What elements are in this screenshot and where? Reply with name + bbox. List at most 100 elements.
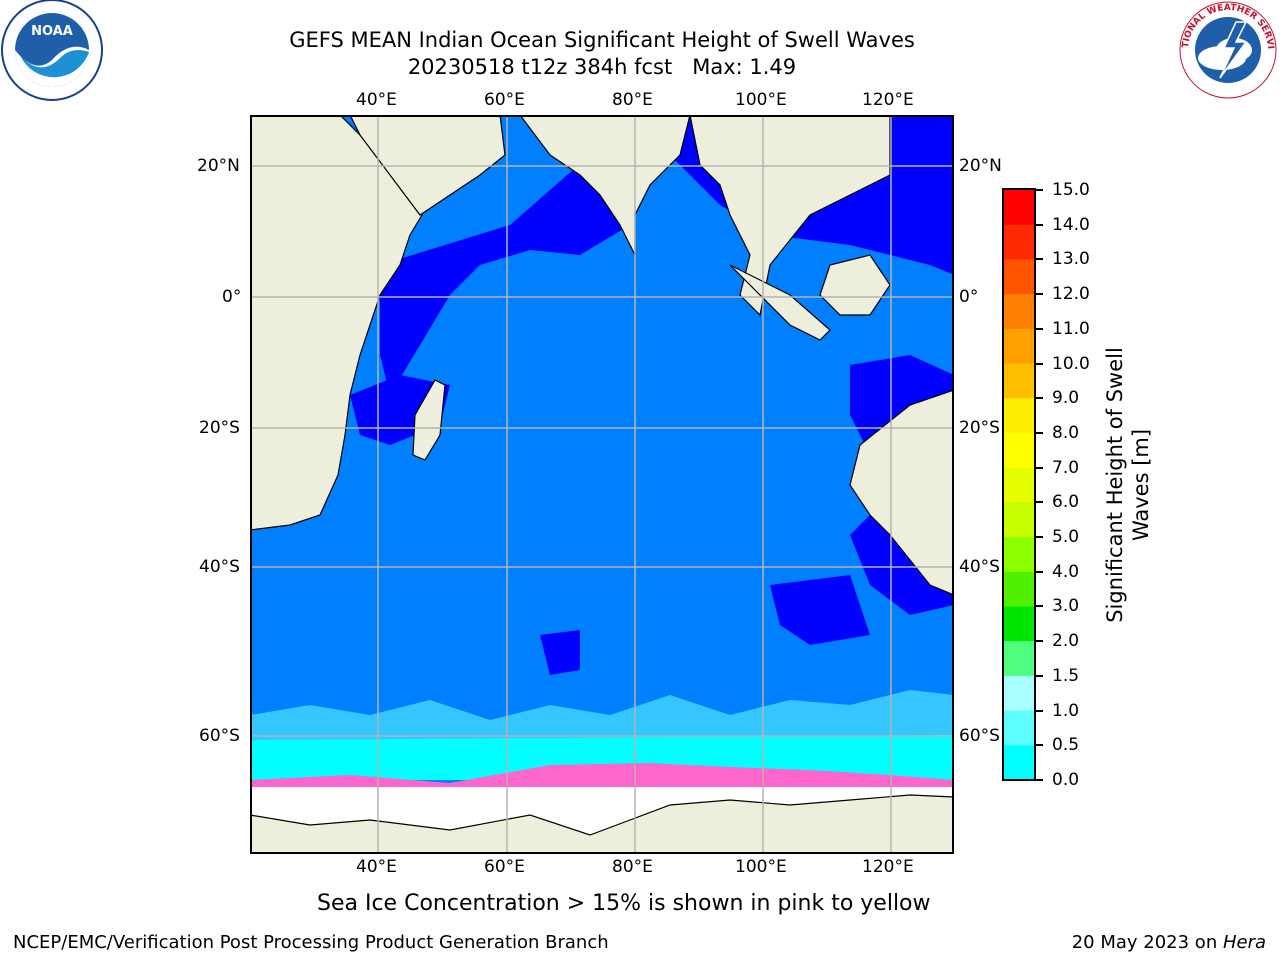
colorbar-tick-mark	[1036, 362, 1043, 365]
lat-tick-right: 0°	[959, 287, 979, 307]
colorbar-segment	[1004, 537, 1034, 573]
colorbar-tick-mark	[1036, 501, 1043, 504]
colorbar-tick-mark	[1036, 744, 1043, 747]
land-arabia	[349, 115, 506, 216]
colorbar-tick-label: 1.5	[1052, 665, 1080, 686]
colorbar-title-line1: Significant Height of Swell	[1103, 347, 1127, 623]
lon-tick-bottom: 60°E	[484, 857, 525, 877]
colorbar-segment	[1004, 294, 1034, 330]
lat-tick-left: 40°S	[199, 557, 240, 577]
colorbar-title-line2: Waves [m]	[1129, 428, 1153, 542]
colorbar-tick-label: 4.0	[1052, 561, 1080, 582]
lat-tick-right: 40°S	[959, 557, 1000, 577]
colorbar-tick-mark	[1036, 293, 1043, 296]
colorbar-segment	[1004, 432, 1034, 469]
lat-tick-left: 60°S	[199, 726, 240, 746]
colorbar-tick-label: 5.0	[1052, 527, 1080, 548]
lon-tick-top: 40°E	[356, 90, 397, 110]
footer-date: 20 May 2023 on Hera	[1072, 932, 1266, 954]
colorbar-segment	[1004, 502, 1034, 538]
lat-tick-left: 20°S	[199, 418, 240, 438]
colorbar-tick-mark	[1036, 570, 1043, 573]
sea-ice-note: Sea Ice Concentration > 15% is shown in …	[317, 891, 931, 916]
lon-tick-top: 80°E	[612, 90, 653, 110]
lon-tick-top: 120°E	[862, 90, 914, 110]
colorbar-tick-mark	[1036, 640, 1043, 643]
colorbar-segment	[1004, 606, 1034, 642]
colorbar-tick-label: 0.0	[1052, 770, 1080, 790]
colorbar-tick-mark	[1036, 189, 1043, 191]
low-swell-arabian	[380, 155, 630, 395]
colorbar-tick-label: 6.0	[1052, 492, 1080, 513]
colorbar-tick-mark	[1036, 258, 1043, 261]
colorbar-segment	[1004, 363, 1034, 399]
colorbar-tick-label: 15.0	[1052, 180, 1090, 200]
high-swell-band	[250, 735, 954, 780]
chart-title: GEFS MEAN Indian Ocean Significant Heigh…	[289, 28, 915, 52]
map-frame	[250, 115, 954, 854]
sea-ice-edge-pink	[250, 763, 954, 787]
colorbar-tick-label: 3.0	[1052, 596, 1080, 617]
colorbar-tick-label: 11.0	[1052, 318, 1090, 339]
colorbar-segment	[1004, 328, 1034, 365]
lon-tick-top: 100°E	[735, 90, 787, 110]
colorbar-tick-label: 13.0	[1052, 249, 1090, 270]
colorbar-tick-label: 9.0	[1052, 388, 1080, 409]
land-southeast-asia	[689, 115, 891, 317]
lat-tick-right: 20°S	[959, 418, 1000, 438]
nws-logo: NATIONAL WEATHER SERVICE	[1176, 0, 1277, 99]
colorbar-tick-mark	[1036, 431, 1043, 434]
colorbar-tick-label: 8.0	[1052, 422, 1080, 443]
lat-tick-left: 0°	[222, 287, 242, 307]
land-borneo	[819, 254, 891, 316]
lon-tick-bottom: 100°E	[735, 857, 787, 877]
colorbar-tick-label: 7.0	[1052, 457, 1080, 478]
colorbar-segment	[1004, 675, 1034, 712]
colorbar-segment	[1004, 190, 1034, 226]
colorbar-tick-label: 10.0	[1052, 353, 1090, 374]
colorbar-tick-mark	[1036, 397, 1043, 400]
lat-tick-left: 20°N	[197, 156, 240, 176]
colorbar-tick-mark	[1036, 466, 1043, 469]
colorbar-tick-mark	[1036, 327, 1043, 330]
colorbar-tick-label: 0.5	[1052, 735, 1080, 756]
land-sumatra	[729, 264, 831, 341]
colorbar-tick-label: 14.0	[1052, 214, 1090, 235]
land-madagascar	[412, 379, 446, 461]
colorbar-tick-mark	[1036, 605, 1043, 608]
lon-tick-bottom: 80°E	[612, 857, 653, 877]
colorbar-segment	[1004, 745, 1034, 781]
noaa-logo-text: NOAA	[31, 24, 73, 39]
colorbar-tick-mark	[1036, 779, 1043, 781]
graticule	[250, 115, 954, 854]
footer-branch: NCEP/EMC/Verification Post Processing Pr…	[13, 932, 609, 953]
noaa-logo: NOAA	[1, 0, 103, 101]
lat-tick-right: 60°S	[959, 726, 1000, 746]
lon-tick-top: 60°E	[484, 90, 525, 110]
colorbar-tick-mark	[1036, 674, 1043, 677]
colorbar-segment	[1004, 641, 1034, 677]
low-swell-south-patch	[770, 575, 870, 645]
lat-tick-right: 20°N	[959, 156, 1002, 176]
colorbar-tick-mark	[1036, 536, 1043, 539]
swell-height-map	[250, 115, 954, 854]
colorbar	[1002, 188, 1036, 781]
land-antarctica	[250, 794, 954, 854]
colorbar-segment	[1004, 467, 1034, 503]
colorbar-segment	[1004, 259, 1034, 295]
colorbar-segment	[1004, 398, 1034, 434]
colorbar-tick-label: 12.0	[1052, 284, 1090, 305]
colorbar-segment	[1004, 571, 1034, 607]
chart-subtitle: 20230518 t12z 384h fcst Max: 1.49	[407, 55, 797, 79]
lon-tick-bottom: 120°E	[862, 857, 914, 877]
colorbar-tick-label: 2.0	[1052, 631, 1080, 652]
low-swell-kerguelen	[540, 630, 580, 675]
colorbar-tick-mark	[1036, 223, 1043, 226]
lon-tick-bottom: 40°E	[356, 857, 397, 877]
footer-machine: Hera	[1222, 932, 1266, 953]
colorbar-segment	[1004, 710, 1034, 746]
land-australia	[849, 389, 954, 596]
colorbar-tick-label: 1.0	[1052, 700, 1080, 721]
colorbar-tick-mark	[1036, 709, 1043, 712]
colorbar-segment	[1004, 224, 1034, 260]
